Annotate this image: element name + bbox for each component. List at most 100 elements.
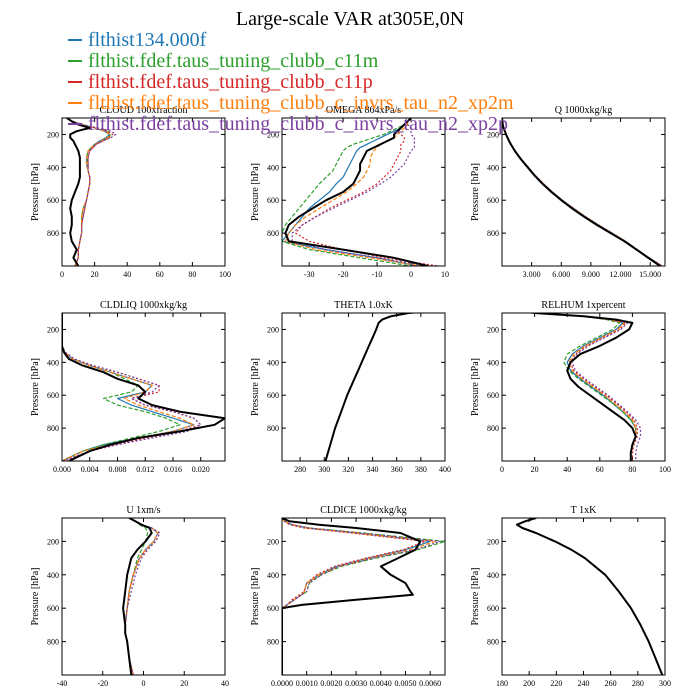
legend: flthist134.000fflthist.fdef.taus_tuning_… xyxy=(68,29,514,135)
y-tick-label: 600 xyxy=(267,391,279,400)
x-tick-label: 380 xyxy=(415,465,427,474)
y-tick-label: 600 xyxy=(47,196,59,205)
y-tick-label: 600 xyxy=(487,604,499,613)
x-tick-label: 0.004 xyxy=(81,465,99,474)
y-tick-label: 400 xyxy=(487,358,499,367)
series-line-5 xyxy=(124,518,161,675)
x-tick-label: 10 xyxy=(441,270,449,279)
y-tick-label: 800 xyxy=(267,424,279,433)
x-tick-label: 9.000 xyxy=(582,270,600,279)
y-tick-label: 200 xyxy=(267,130,279,139)
panel-5: THETA 1.0xK Pressure [hPa] 200 400 600 800 280… xyxy=(250,300,451,474)
series-line-3 xyxy=(324,313,416,461)
series-line-1 xyxy=(516,518,663,675)
x-tick-label: 20 xyxy=(180,679,188,688)
panels: CLOUD 100xfraction Pressure [hPa] 200 400 60… xyxy=(30,105,671,688)
x-tick-label: 0.0020 xyxy=(320,679,342,688)
series-line-5 xyxy=(516,518,663,675)
series-line-0 xyxy=(66,118,91,266)
series-line-0 xyxy=(526,313,637,461)
legend-item: flthist.fdef.taus_tuning_clubb_c11m xyxy=(68,50,379,72)
x-tick-label: 80 xyxy=(628,465,636,474)
series-line-4 xyxy=(324,313,416,461)
y-axis-label: Pressure [hPa] xyxy=(250,567,261,625)
panel-frame xyxy=(281,117,446,267)
y-tick-label: 600 xyxy=(267,604,279,613)
x-tick-label: 3.000 xyxy=(523,270,541,279)
panel-title: T 1xK xyxy=(571,505,597,516)
y-tick-label: 600 xyxy=(267,196,279,205)
y-axis-label: Pressure [hPa] xyxy=(470,567,481,625)
x-tick-label: 0.0010 xyxy=(296,679,318,688)
y-tick-label: 800 xyxy=(267,638,279,647)
y-tick-label: 200 xyxy=(47,537,59,546)
x-tick-label: -20 xyxy=(338,270,349,279)
panel-frame xyxy=(281,312,446,462)
x-tick-label: -20 xyxy=(97,679,108,688)
y-axis-label: Pressure [hPa] xyxy=(30,567,41,625)
x-tick-label: 320 xyxy=(342,465,354,474)
x-tick-label: 100 xyxy=(219,270,231,279)
series-line-3 xyxy=(529,313,638,461)
y-tick-label: 200 xyxy=(267,325,279,334)
series-line-4 xyxy=(516,518,663,675)
y-tick-label: 400 xyxy=(47,358,59,367)
panel-frame xyxy=(61,117,226,267)
series-line-1 xyxy=(502,118,663,266)
x-tick-label: 0.000 xyxy=(53,465,71,474)
y-tick-label: 800 xyxy=(487,638,499,647)
series-line-4 xyxy=(282,518,436,675)
panel-8: CLDICE 1000xkg/kg Pressure [hPa] 200 400 600… xyxy=(250,505,446,688)
series-line-1 xyxy=(282,518,431,675)
panel-title: Q 1000xkg/kg xyxy=(555,105,613,116)
x-tick-label: 280 xyxy=(294,465,306,474)
x-tick-label: 40 xyxy=(563,465,571,474)
x-tick-label: 180 xyxy=(496,679,508,688)
legend-label: flthist.fdef.taus_tuning_clubb_c_invrs_t… xyxy=(88,113,508,135)
y-tick-label: 400 xyxy=(487,571,499,580)
y-tick-label: 200 xyxy=(487,325,499,334)
legend-item: flthist.fdef.taus_tuning_clubb_c11p xyxy=(68,71,373,93)
y-tick-label: 600 xyxy=(47,391,59,400)
y-tick-label: 800 xyxy=(267,229,279,238)
series-line-5 xyxy=(324,313,416,461)
series-line-3 xyxy=(502,118,663,266)
x-tick-label: 360 xyxy=(391,465,403,474)
x-tick-label: 12.000 xyxy=(610,270,632,279)
legend-label: flthist.fdef.taus_tuning_clubb_c_invrs_t… xyxy=(88,92,514,114)
x-tick-label: 20 xyxy=(531,465,539,474)
panel-frame xyxy=(501,312,666,462)
series-line-2 xyxy=(282,118,412,266)
panel-title: THETA 1.0xK xyxy=(334,300,393,311)
y-tick-label: 800 xyxy=(47,638,59,647)
y-tick-label: 200 xyxy=(487,537,499,546)
x-tick-label: 200 xyxy=(523,679,535,688)
y-axis-label: Pressure [hPa] xyxy=(470,358,481,416)
series-line-0 xyxy=(284,118,429,266)
x-tick-label: 340 xyxy=(367,465,379,474)
series-line-2 xyxy=(502,118,663,266)
x-tick-label: 0.012 xyxy=(136,465,154,474)
panel-title: CLDLIQ 1000xkg/kg xyxy=(100,300,187,311)
x-tick-label: -30 xyxy=(304,270,315,279)
panel-frame xyxy=(281,517,446,676)
legend-label: flthist134.000f xyxy=(88,29,207,51)
y-axis-label: Pressure [hPa] xyxy=(250,163,261,221)
x-tick-label: 40 xyxy=(221,679,229,688)
legend-label: flthist.fdef.taus_tuning_clubb_c11m xyxy=(88,50,379,72)
series-line-2 xyxy=(324,313,416,461)
x-tick-label: 240 xyxy=(578,679,590,688)
y-tick-label: 400 xyxy=(47,163,59,172)
series-line-0 xyxy=(324,313,420,461)
x-tick-label: 0.0050 xyxy=(394,679,416,688)
series-line-5 xyxy=(62,313,202,461)
panel-4: CLDLIQ 1000xkg/kg Pressure [hPa] 200 400 600… xyxy=(30,300,226,474)
panel-7: U 1xm/s Pressure [hPa] 200 400 600 800 -40 -20 0… xyxy=(30,505,229,688)
series-line-0 xyxy=(62,313,225,461)
figure-title: Large-scale VAR at305E,0N xyxy=(236,8,464,30)
series-line-4 xyxy=(529,313,637,461)
y-tick-label: 200 xyxy=(47,325,59,334)
panel-title: CLOUD 100xfraction xyxy=(99,105,187,116)
series-line-0 xyxy=(502,118,661,266)
x-tick-label: 0.016 xyxy=(164,465,182,474)
